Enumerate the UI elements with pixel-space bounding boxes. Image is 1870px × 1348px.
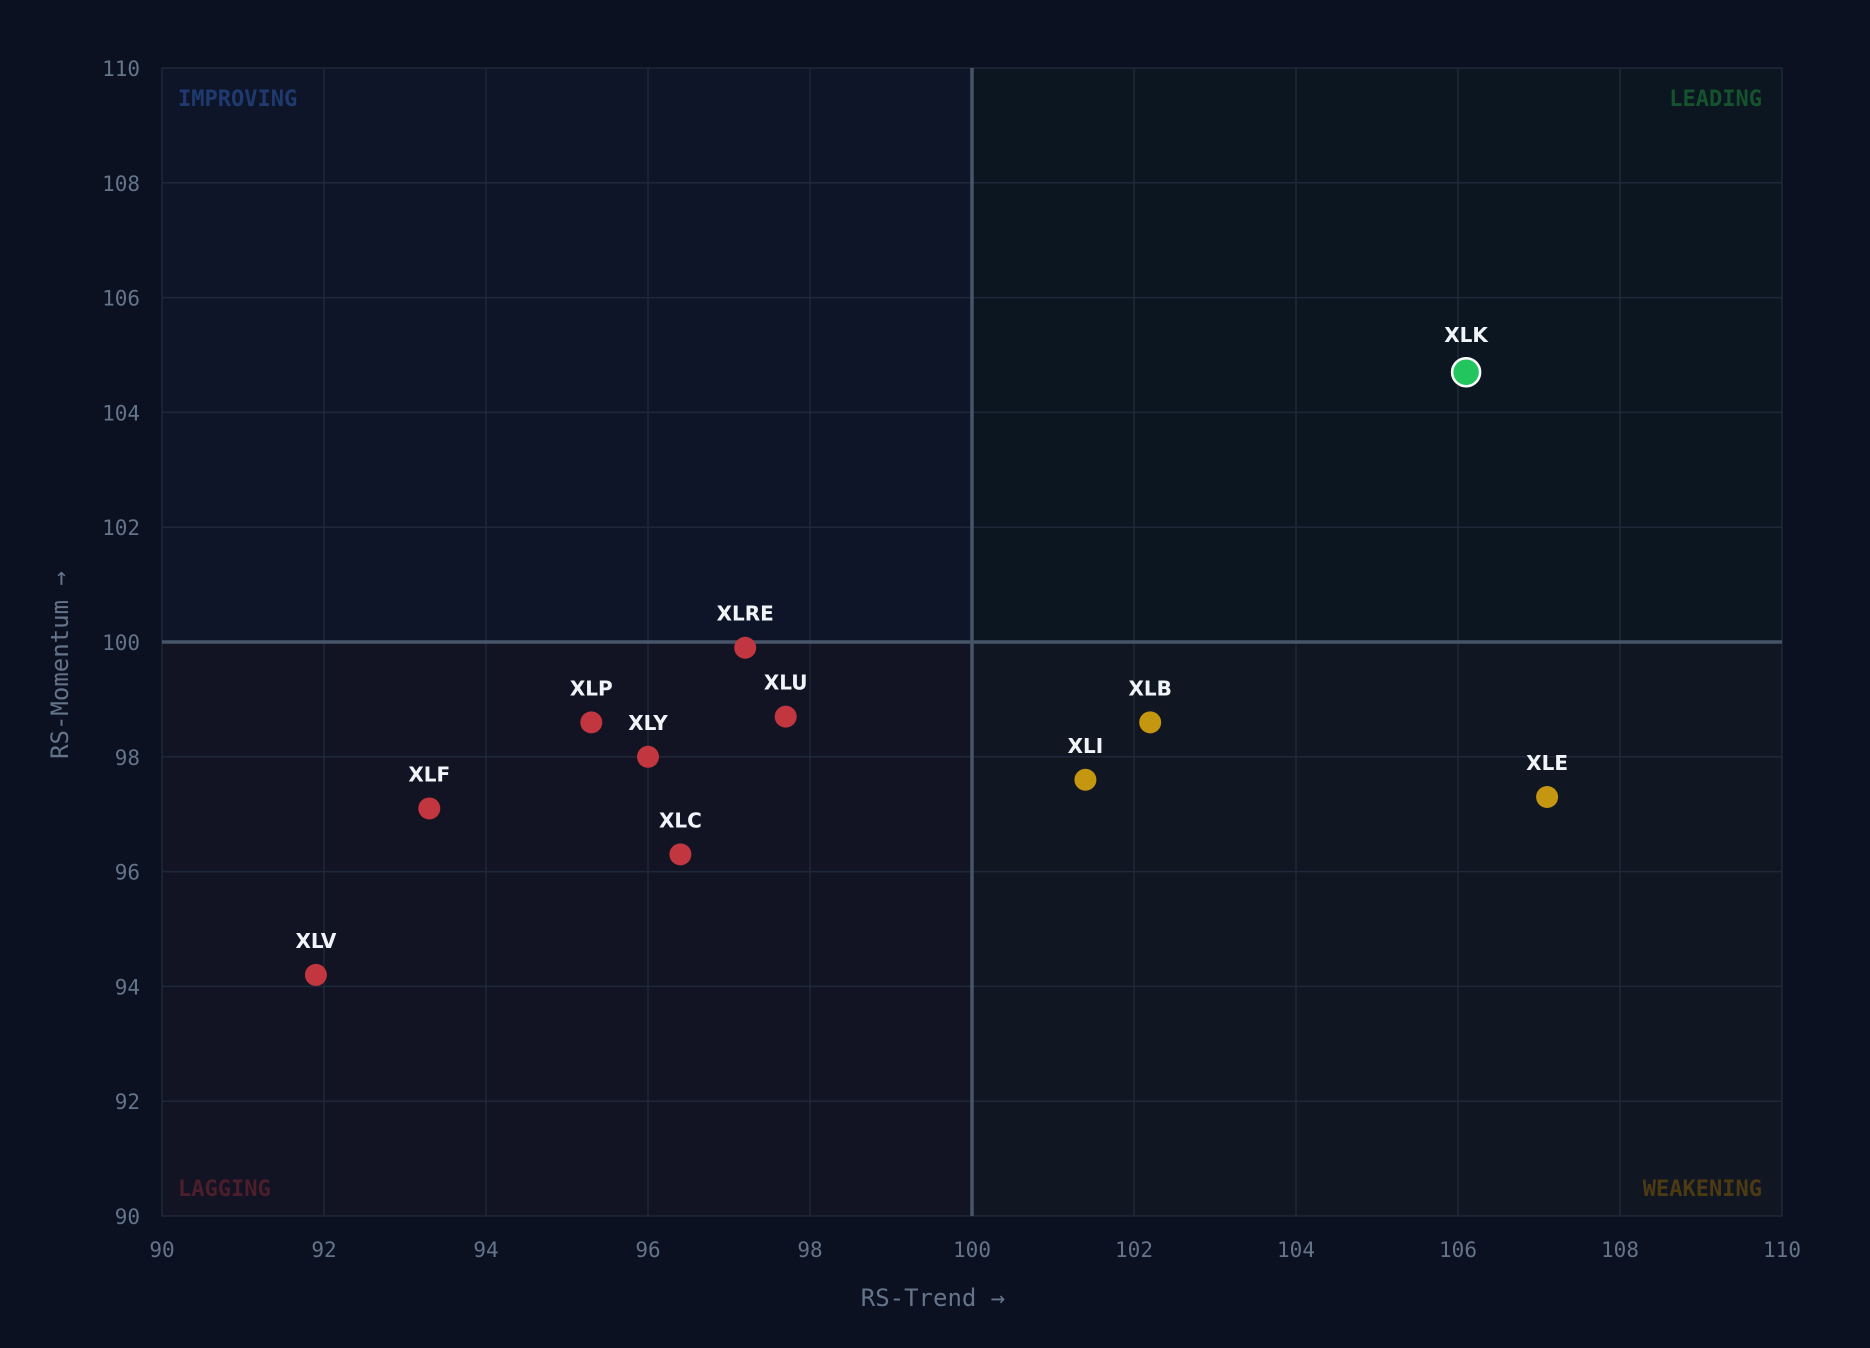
- x-tick-label: 96: [635, 1238, 660, 1262]
- y-tick-label: 92: [115, 1090, 140, 1114]
- point-label: XLK: [1444, 323, 1489, 347]
- quadrant-improving: [162, 68, 972, 642]
- y-tick-label: 104: [102, 401, 140, 425]
- x-tick-label: 98: [797, 1238, 822, 1262]
- point-marker: [1139, 711, 1162, 734]
- x-tick-label: 110: [1763, 1238, 1801, 1262]
- quadrant-weakening: [972, 642, 1782, 1216]
- point-label: XLP: [570, 676, 613, 700]
- data-point-xli: XLI: [1068, 734, 1104, 791]
- y-tick-label: 98: [115, 746, 140, 770]
- x-tick-label: 106: [1439, 1238, 1477, 1262]
- point-label: XLE: [1526, 751, 1568, 775]
- point-marker: [1450, 356, 1482, 388]
- point-label: XLRE: [717, 602, 774, 626]
- quadrant-label-weakening: WEAKENING: [1643, 1177, 1762, 1202]
- point-label: XLC: [659, 808, 702, 832]
- point-marker: [1536, 785, 1559, 808]
- point-label: XLY: [628, 711, 668, 735]
- point-marker: [774, 705, 797, 728]
- y-tick-label: 110: [102, 57, 140, 81]
- point-label: XLF: [408, 762, 450, 786]
- data-points: XLK XLRE XLU XLP XLY XLF XLC XLV XLB XLI XLE: [295, 323, 1568, 986]
- quadrant-label-improving: IMPROVING: [178, 87, 297, 112]
- x-tick-label: 92: [311, 1238, 336, 1262]
- point-marker: [580, 711, 603, 734]
- data-point-xly: XLY: [628, 711, 668, 768]
- y-tick-label: 106: [102, 287, 140, 311]
- data-point-xlb: XLB: [1128, 676, 1172, 734]
- y-tick-label: 90: [115, 1205, 140, 1229]
- quadrant-lagging: [162, 642, 972, 1216]
- point-marker: [637, 745, 659, 768]
- y-tick-label: 100: [102, 631, 140, 655]
- point-label: XLI: [1068, 734, 1104, 758]
- point-label: XLV: [295, 929, 336, 953]
- y-axis-ticks: 90 92 94 96 98 100 102 104 106 108 110: [102, 57, 140, 1229]
- data-point-xlre: XLRE: [717, 602, 774, 659]
- y-tick-label: 96: [115, 861, 140, 885]
- point-marker: [304, 963, 327, 986]
- point-marker: [418, 797, 441, 820]
- y-tick-label: 94: [115, 975, 140, 999]
- quadrant-label-lagging: LAGGING: [178, 1177, 271, 1202]
- y-tick-label: 102: [102, 516, 140, 540]
- point-label: XLU: [764, 671, 808, 695]
- data-point-xlu: XLU: [764, 671, 808, 728]
- point-marker: [1074, 768, 1097, 791]
- data-point-xlv: XLV: [295, 929, 337, 986]
- center-lines: [162, 68, 1782, 1216]
- x-axis-title: RS-Trend →: [861, 1284, 1006, 1312]
- point-marker: [669, 843, 692, 866]
- quadrant-labels: IMPROVING LEADING LAGGING WEAKENING: [178, 87, 1762, 1202]
- quadrant-leading: [972, 68, 1782, 642]
- x-tick-label: 108: [1601, 1238, 1639, 1262]
- x-tick-label: 100: [953, 1238, 991, 1262]
- x-tick-label: 90: [149, 1238, 174, 1262]
- x-axis-ticks: 90 92 94 96 98 100 102 104 106 108 110: [149, 1238, 1801, 1262]
- quadrant-label-leading: LEADING: [1669, 87, 1762, 112]
- x-tick-label: 94: [473, 1238, 498, 1262]
- point-marker: [734, 636, 757, 659]
- data-point-xlf: XLF: [408, 762, 450, 820]
- data-point-xle: XLE: [1526, 751, 1568, 808]
- y-tick-label: 108: [102, 172, 140, 196]
- y-axis-title: RS-Momentum →: [46, 571, 74, 759]
- data-point-xlc: XLC: [659, 808, 702, 866]
- data-point-xlk: XLK: [1444, 323, 1489, 388]
- x-tick-label: 102: [1115, 1238, 1153, 1262]
- data-point-xlp: XLP: [570, 676, 613, 734]
- point-label: XLB: [1128, 676, 1171, 700]
- x-tick-label: 104: [1277, 1238, 1315, 1262]
- quadrant-backgrounds: [162, 68, 1782, 1216]
